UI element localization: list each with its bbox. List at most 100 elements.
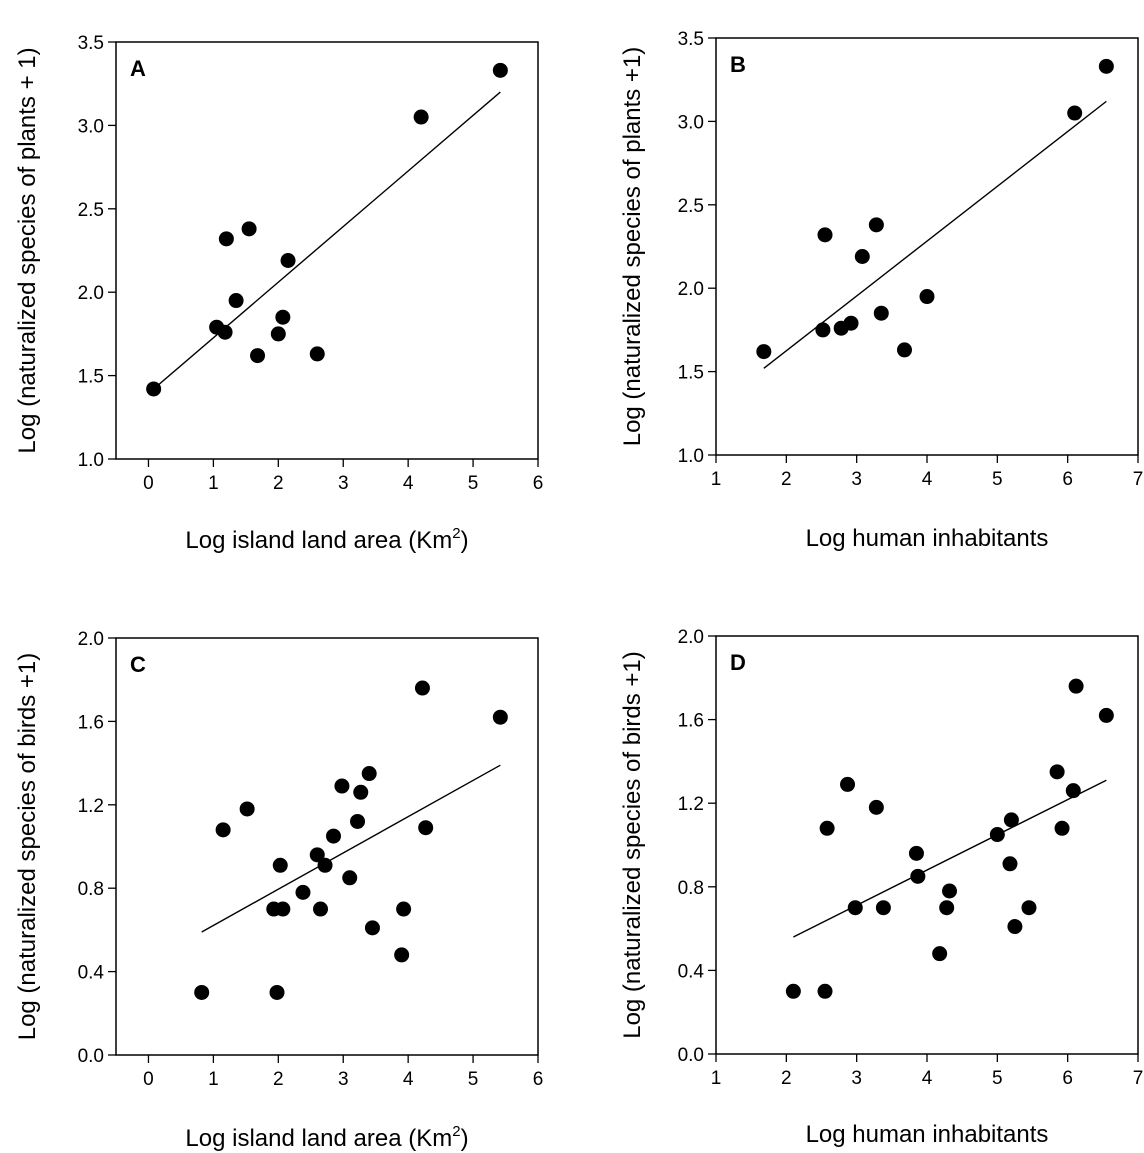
x-axis-label: Log island land area (Km2)	[185, 1123, 468, 1152]
data-point	[919, 289, 935, 305]
data-point	[269, 984, 285, 1000]
x-tick-label: 5	[468, 473, 479, 494]
data-point	[350, 813, 366, 829]
data-point	[309, 346, 325, 362]
data-point	[492, 62, 508, 78]
x-tick-label: 0	[143, 473, 154, 494]
data-point	[819, 820, 835, 836]
y-tick-label: 2.5	[678, 196, 704, 217]
x-axis-label: Log human inhabitants	[806, 1121, 1049, 1148]
data-point	[817, 983, 833, 999]
data-point	[843, 315, 859, 331]
data-point	[1049, 764, 1065, 780]
x-tick-label: 6	[533, 473, 544, 494]
data-point	[364, 920, 380, 936]
x-tick-label: 4	[922, 469, 933, 490]
data-point	[1068, 678, 1084, 694]
panel-c: 0 1 2 3 4 5 6 0.0 0.4 0.8 1.2 1.6 2.0 C Log island lan…	[14, 629, 543, 1152]
data-point	[394, 947, 410, 963]
data-point	[868, 217, 884, 233]
x-tick-label: 7	[1133, 1068, 1144, 1089]
x-axis-label: Log human inhabitants	[806, 525, 1049, 552]
regression-line	[793, 779, 1107, 938]
y-tick-label: 2.0	[678, 627, 704, 648]
data-point	[1098, 58, 1114, 74]
data-point	[334, 778, 350, 794]
y-axis-label: Log (naturalized species of birds +1)	[619, 651, 646, 1039]
data-point	[896, 342, 912, 358]
data-point	[875, 900, 891, 916]
data-point	[414, 680, 430, 696]
data-point	[847, 900, 863, 916]
data-point	[313, 901, 329, 917]
data-point	[1098, 707, 1114, 723]
data-point	[194, 984, 210, 1000]
data-point	[942, 883, 958, 899]
y-tick-label: 1.5	[78, 367, 104, 388]
y-tick-label: 3.5	[678, 29, 704, 50]
x-tick-label: 3	[338, 1069, 349, 1090]
regression-line	[763, 100, 1107, 369]
y-tick-label: 0.8	[678, 878, 704, 899]
data-point	[873, 305, 889, 321]
y-tick-label: 0.8	[78, 879, 104, 900]
data-point	[756, 344, 772, 360]
data-point	[908, 845, 924, 861]
panel-letter: B	[730, 52, 746, 77]
y-tick-label: 3.0	[78, 116, 104, 137]
y-tick-label: 1.0	[78, 450, 104, 471]
data-point	[817, 227, 833, 243]
plot-frame	[115, 41, 539, 460]
data-point	[989, 827, 1005, 843]
data-point	[250, 348, 266, 364]
data-point	[1054, 820, 1070, 836]
y-tick-label: 0.4	[678, 961, 705, 982]
data-point	[910, 868, 926, 884]
panel-letter: D	[730, 650, 746, 675]
y-axis-label: Log (naturalized species of plants + 1)	[14, 47, 41, 453]
data-point	[215, 822, 231, 838]
x-tick-label: 0	[143, 1069, 154, 1090]
x-tick-label: 6	[1062, 1068, 1073, 1089]
data-point	[418, 820, 434, 836]
data-point	[785, 983, 801, 999]
y-tick-label: 1.0	[678, 446, 704, 467]
x-tick-label: 6	[1062, 469, 1073, 490]
panel-b: 1 2 3 4 5 6 7 1.0 1.5 2.0 2.5 3.0 3.5 B Log human inha…	[619, 29, 1143, 552]
panel-d: 1 2 3 4 5 6 7 0.0 0.4 0.8 1.2 1.6 2.0 D Log human inha…	[619, 627, 1143, 1148]
data-point	[840, 776, 856, 792]
data-point	[1002, 856, 1018, 872]
data-point	[342, 870, 358, 886]
x-tick-label: 3	[338, 473, 349, 494]
y-tick-label: 2.5	[78, 200, 104, 221]
x-tick-label: 5	[992, 1068, 1003, 1089]
y-tick-label: 2.0	[78, 629, 104, 650]
panel-letter: C	[130, 652, 146, 677]
data-point	[295, 884, 311, 900]
x-tick-label: 4	[403, 1069, 414, 1090]
data-point	[218, 231, 234, 247]
data-point	[1021, 900, 1037, 916]
y-tick-label: 1.2	[78, 796, 104, 817]
data-point	[309, 847, 325, 863]
y-tick-label: 0.4	[78, 963, 105, 984]
x-tick-label: 3	[851, 469, 862, 490]
data-point	[932, 946, 948, 962]
data-point	[868, 799, 884, 815]
plot-frame	[715, 37, 1139, 456]
y-tick-label: 3.0	[678, 112, 704, 133]
data-point	[1065, 783, 1081, 799]
data-point	[228, 293, 244, 309]
x-tick-label: 1	[208, 1069, 219, 1090]
x-tick-label: 2	[781, 469, 792, 490]
y-tick-label: 2.0	[678, 279, 704, 300]
y-tick-label: 0.0	[78, 1046, 104, 1067]
data-point	[815, 322, 831, 338]
plot-frame	[715, 635, 1139, 1055]
x-tick-label: 6	[533, 1069, 544, 1090]
y-tick-label: 0.0	[678, 1045, 704, 1066]
y-axis-label: Log (naturalized species of birds +1)	[14, 653, 41, 1041]
panel-letter: A	[130, 56, 146, 81]
data-point	[492, 709, 508, 725]
x-tick-label: 2	[273, 473, 284, 494]
